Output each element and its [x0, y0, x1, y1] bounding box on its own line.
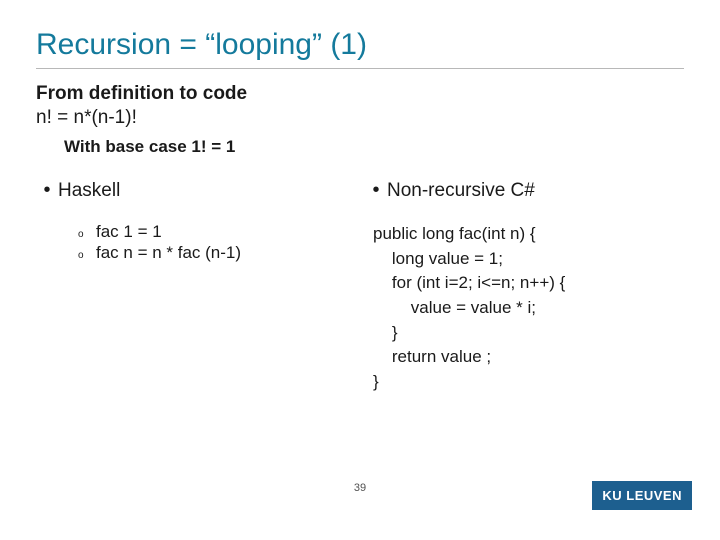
left-heading-row: • Haskell	[36, 179, 355, 202]
right-heading-row: • Non-recursive C#	[365, 179, 684, 202]
circle-bullet-icon: o	[78, 229, 96, 240]
columns: • Haskell o fac 1 = 1 o fac n = n * fac …	[36, 179, 684, 394]
slide-title: Recursion = “looping” (1)	[36, 28, 684, 69]
list-item: o fac n = n * fac (n-1)	[78, 243, 355, 263]
list-item: o fac 1 = 1	[78, 222, 355, 242]
ku-leuven-logo: KU LEUVEN	[592, 481, 692, 510]
base-case-text: With base case 1! = 1	[64, 137, 684, 157]
right-column: • Non-recursive C# public long fac(int n…	[365, 179, 684, 394]
bullet-dot-icon: •	[365, 179, 387, 202]
slide: Recursion = “looping” (1) From definitio…	[0, 0, 720, 540]
csharp-code: public long fac(int n) { long value = 1;…	[373, 222, 684, 394]
haskell-line-2: fac n = n * fac (n-1)	[96, 243, 241, 263]
haskell-line-1: fac 1 = 1	[96, 222, 162, 242]
left-column: • Haskell o fac 1 = 1 o fac n = n * fac …	[36, 179, 355, 394]
right-heading: Non-recursive C#	[387, 180, 535, 202]
definition-formula: n! = n*(n-1)!	[36, 107, 684, 129]
page-number: 39	[354, 482, 366, 494]
definition-label: From definition to code	[36, 83, 684, 105]
left-heading: Haskell	[58, 180, 120, 202]
bullet-dot-icon: •	[36, 179, 58, 202]
circle-bullet-icon: o	[78, 250, 96, 261]
haskell-code-list: o fac 1 = 1 o fac n = n * fac (n-1)	[78, 222, 355, 263]
